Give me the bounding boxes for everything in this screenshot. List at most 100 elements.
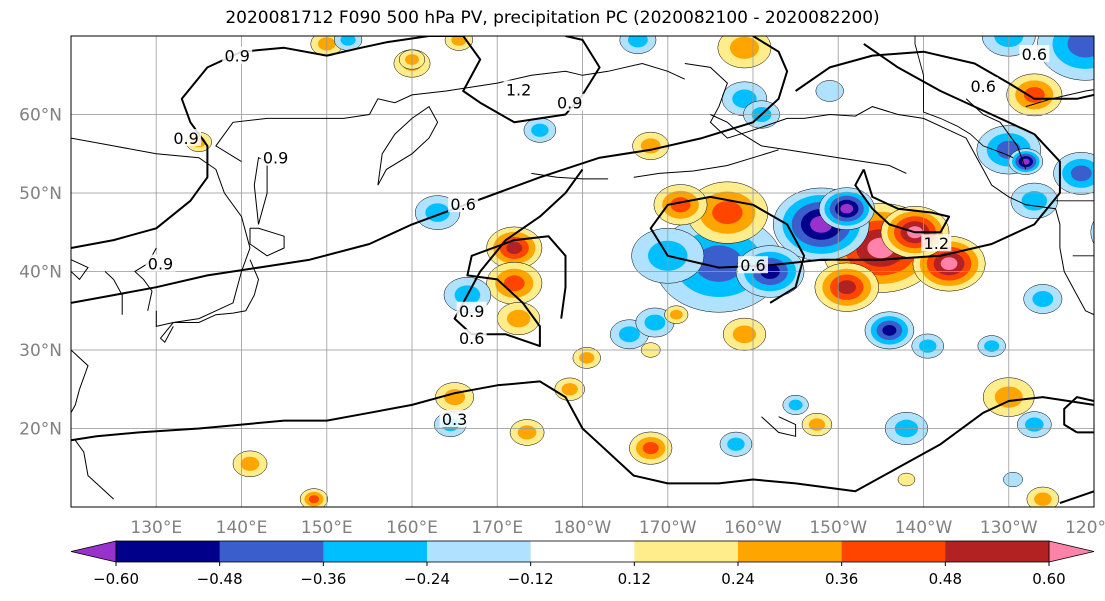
precip-anomaly-5 (818, 187, 875, 231)
pv-contour-8 (1063, 396, 1094, 434)
contour-label-bg (503, 80, 534, 98)
precip-anomaly-40 (1026, 486, 1060, 507)
pv-contour-2 (795, 50, 1094, 100)
contour-label-bg (456, 301, 487, 319)
precip-level-3 (1021, 191, 1048, 211)
lon-tick-label: 150°E (301, 518, 353, 538)
coastline-17 (761, 416, 797, 437)
contour-label-bg (968, 77, 999, 95)
precip-anomaly-39 (1017, 411, 1052, 438)
precip-anomaly-45 (801, 412, 833, 437)
coastline-5 (377, 105, 439, 186)
colorbar: −0.60 −0.48 −0.36 −0.24 −0.12 0.12 0.24 0.36 0.4… (70, 540, 1095, 588)
precip-level-1 (882, 325, 897, 336)
precip-level-4 (1090, 220, 1094, 245)
colorbar-tick-label: −0.48 (197, 570, 243, 588)
contour-label-2: 0.9 (557, 94, 582, 113)
precip-anomaly-25 (1008, 148, 1044, 175)
colorbar-segment-4 (427, 541, 532, 562)
lon-tick-label: 130°W (980, 518, 1038, 538)
precip-level-8 (642, 442, 659, 455)
contour-label-bg (1019, 45, 1050, 63)
precip-level-3 (984, 340, 1000, 352)
lon-tick-label: 180°W (554, 518, 612, 538)
precip-anomaly-48 (629, 431, 673, 465)
contour-label-0: 0.9 (225, 47, 250, 66)
precip-anomaly-42 (1095, 471, 1105, 489)
pv-contour-6 (1059, 490, 1094, 505)
precip-anomaly-61 (664, 305, 689, 324)
coastline-9 (71, 318, 89, 390)
precip-anomaly-29 (1006, 73, 1063, 117)
precip-level-7 (808, 418, 826, 431)
precip-level-2 (1070, 165, 1092, 182)
colorbar-tick-label: −0.36 (300, 570, 346, 588)
precip-anomaly-27 (1053, 152, 1094, 195)
colorbar-segment-5 (530, 541, 635, 562)
map-panel: 0.9 1.2 0.9 0.9 0.9 0.9 0.6 0.9 0.6 0.3 0.6 1.2 0.6 0… (19, 35, 1105, 539)
coastline-10 (71, 389, 80, 414)
precip-level-7 (240, 456, 260, 471)
contour-labels: 0.9 1.2 0.9 0.9 0.9 0.9 0.6 0.9 0.6 0.3 0.6 1.2 0.6 0… (145, 45, 1050, 429)
colorbar-segment-1 (116, 541, 221, 562)
pv-contour-0 (71, 36, 601, 249)
contour-label-6: 0.6 (450, 195, 475, 214)
precip-anomaly-46 (782, 394, 809, 415)
precip-anomaly-62 (444, 36, 473, 51)
precip-anomaly-58 (333, 36, 363, 51)
precip-level-3 (628, 36, 648, 48)
pv-contour-3 (649, 43, 1061, 304)
precip-anomaly-3 (814, 262, 879, 312)
precip-level-7 (561, 383, 578, 396)
colorbar-extend-high (1048, 540, 1095, 563)
lon-tick-label: 160°E (386, 518, 438, 538)
precip-level-3 (1025, 417, 1044, 432)
precip-level-7 (732, 325, 757, 344)
axis-tick-labels: 130°E 140°E 150°E 160°E 170°E 180°W 170°W 160°W… (19, 106, 1105, 539)
contour-label-7: 0.9 (459, 302, 484, 321)
colorbar-segment-6 (634, 541, 739, 562)
precip-level-3 (644, 314, 666, 331)
colorbar-tick-label: 0.24 (721, 570, 754, 588)
precip-level-3 (919, 339, 937, 353)
lon-tick-label: 120°W (1065, 518, 1105, 538)
contour-label-4: 0.9 (263, 149, 288, 168)
contour-label-1: 1.2 (506, 80, 531, 99)
colorbar-tick-label: −0.24 (404, 570, 450, 588)
lat-tick-label: 40°N (19, 263, 62, 283)
precip-anomaly-34 (722, 317, 767, 351)
precip-anomaly-36 (1023, 284, 1063, 314)
lon-tick-label: 150°W (809, 518, 867, 538)
precip-level-6 (1095, 471, 1105, 489)
coastline-13 (710, 114, 907, 174)
precip-anomaly-43 (1003, 471, 1023, 488)
precip-anomaly-51 (509, 419, 545, 446)
contour-label-bg (145, 254, 176, 272)
precip-anomaly-33 (911, 333, 944, 359)
contour-label-bg (456, 329, 487, 347)
figure-title: 2020081712 F090 500 hPa PV, precipitatio… (225, 8, 880, 28)
precip-level-3 (1032, 291, 1054, 307)
contour-label-bg (554, 93, 585, 111)
precip-anomaly-32 (864, 311, 915, 350)
precip-level-3 (531, 123, 549, 137)
precip-level-6 (897, 472, 916, 487)
pv-contour-5 (71, 380, 1094, 493)
precip-level-8 (670, 197, 691, 213)
precip-level-9 (837, 280, 856, 295)
colorbar-segment-8 (841, 541, 946, 562)
colorbar-tick-label: 0.60 (1032, 570, 1065, 588)
precip-anomaly-10 (653, 184, 708, 226)
pv-contour-4 (854, 168, 951, 234)
precip-anomaly-56 (299, 488, 329, 507)
precip-anomaly-47 (719, 431, 753, 457)
contour-label-13: 0.6 (1022, 45, 1047, 64)
precip-fill-layer (185, 36, 1105, 507)
precip-anomaly-30 (1037, 36, 1094, 81)
precip-level-7 (729, 36, 760, 59)
precip-level-7 (451, 36, 467, 46)
contour-label-12: 0.6 (970, 77, 995, 96)
colorbar-segment-9 (945, 541, 1050, 562)
lat-tick-label: 50°N (19, 184, 62, 204)
